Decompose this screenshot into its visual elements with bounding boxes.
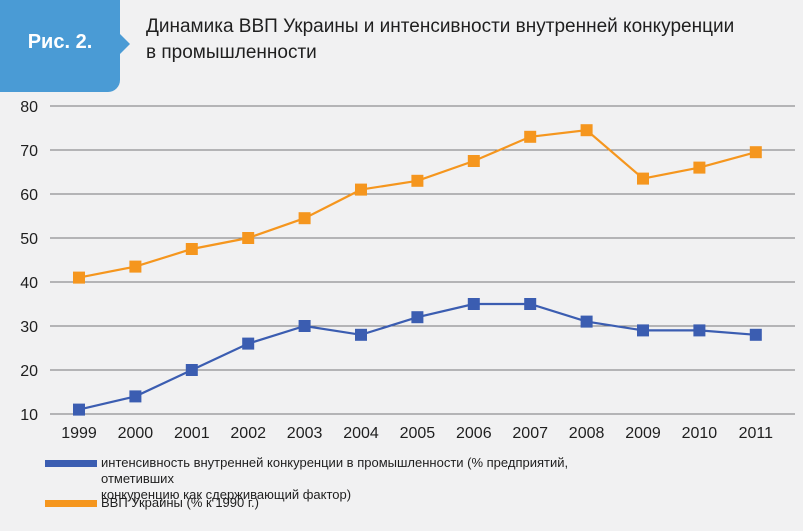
x-tick-label: 2009 [625, 425, 661, 442]
data-point-competition [73, 403, 85, 416]
x-tick-label: 2010 [682, 425, 718, 442]
y-tick-label: 70 [20, 143, 38, 160]
chart-title-line-2: в промышленности [146, 42, 317, 63]
data-point-gdp [129, 260, 142, 273]
data-point-competition [411, 311, 424, 324]
data-point-competition [355, 328, 367, 341]
line-chart: 10 20 30 40 50 60 70 80 1999 2000 2001 2002 2003 2004… [20, 99, 795, 442]
chart-title-line-1: Динамика ВВП Украины и интенсивности вну… [146, 16, 735, 37]
y-tick-label: 10 [20, 407, 38, 424]
legend-item-gdp: ВВП Украины (% к 1990 г.) [45, 495, 571, 511]
data-point-gdp [355, 183, 367, 196]
y-tick-label: 80 [20, 99, 38, 116]
data-point-gdp [467, 155, 480, 167]
data-point-competition [693, 324, 706, 337]
x-tick-label: 2008 [569, 425, 605, 442]
legend-swatch-competition [45, 460, 97, 467]
y-tick-label: 50 [20, 231, 38, 248]
x-tick-label: 2005 [400, 425, 436, 442]
x-tick-label: 2003 [287, 425, 323, 442]
x-tick-label: 2002 [230, 425, 266, 442]
x-tick-label: 2004 [343, 425, 379, 442]
y-tick-label: 60 [20, 187, 38, 204]
x-tick-label: 2000 [118, 425, 154, 442]
data-point-competition [524, 298, 537, 310]
data-point-gdp [693, 161, 706, 174]
data-point-gdp [185, 243, 198, 255]
data-point-gdp [411, 174, 424, 187]
legend-swatch-gdp [45, 500, 97, 507]
x-tick-label: 2001 [174, 425, 210, 442]
figure-number: Рис. 2. [27, 31, 93, 53]
data-point-competition [185, 364, 198, 376]
data-point-gdp [242, 232, 255, 244]
data-point-competition [637, 324, 649, 337]
y-tick-label: 20 [20, 363, 38, 380]
legend-label-competition-line-1: интенсивность внутренней конкуренции в п… [101, 455, 569, 486]
chart-title: Динамика ВВП Украины и интенсивности вну… [146, 14, 786, 66]
data-point-competition [242, 337, 255, 350]
x-tick-label: 2006 [456, 425, 492, 442]
figure-badge: Рис. 2. [0, 0, 130, 92]
x-tick-label: 1999 [61, 425, 97, 442]
legend-label-competition: интенсивность внутренней конкуренции в п… [101, 455, 571, 503]
data-point-gdp [580, 124, 593, 137]
legend-item-competition: интенсивность внутренней конкуренции в п… [45, 455, 571, 503]
data-point-gdp [637, 172, 649, 185]
y-tick-label: 30 [20, 319, 38, 336]
data-point-competition [298, 320, 311, 332]
y-tick-label: 40 [20, 275, 38, 292]
data-point-competition [467, 298, 480, 310]
data-point-competition [580, 315, 593, 328]
figure-header: Рис. 2. Динамика ВВП Украины и интенсивн… [0, 0, 803, 92]
legend-label-gdp: ВВП Украины (% к 1990 г.) [101, 495, 259, 510]
data-point-competition [129, 390, 142, 403]
x-tick-label: 2011 [739, 425, 774, 442]
x-tick-label: 2007 [512, 425, 548, 442]
data-point-gdp [73, 271, 85, 284]
data-point-gdp [749, 146, 762, 159]
data-point-gdp [298, 212, 311, 225]
series-line-gdp [78, 129, 757, 279]
legend-label-competition-line-2: конкуренцию как сдерживающий фактор) [101, 487, 352, 502]
data-point-competition [749, 328, 762, 341]
data-point-gdp [524, 130, 537, 143]
